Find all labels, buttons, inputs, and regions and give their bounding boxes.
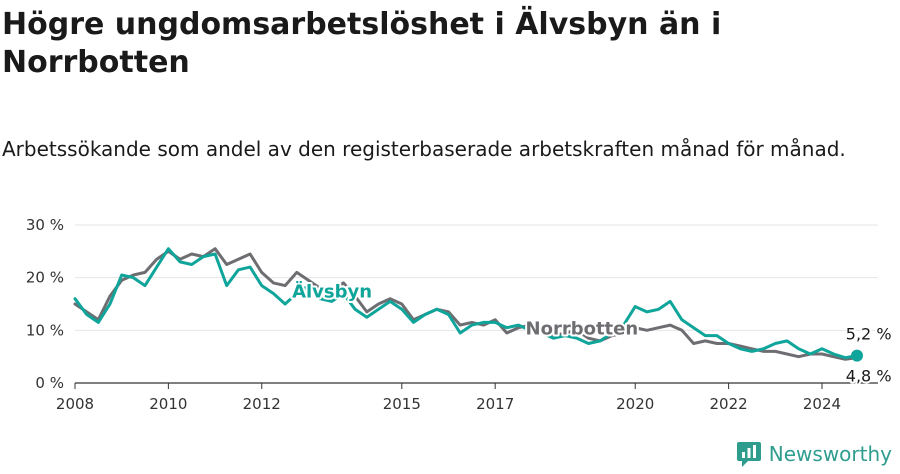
x-tick-label: 2022 xyxy=(710,395,748,413)
y-tick-label: 20 % xyxy=(26,269,64,287)
alvsbyn-end-marker xyxy=(850,349,863,362)
chart-labels: Älvsbyn Norrbotten 5,2 % 4,8 % xyxy=(290,279,893,388)
series-line-alvsbyn xyxy=(73,247,859,360)
series-label-norrbotten: Norrbotten xyxy=(526,319,639,340)
y-tick-label: 0 % xyxy=(35,374,64,392)
newsworthy-brand: Newsworthy xyxy=(736,440,892,468)
chart-title: Högre ungdomsarbetslöshet i Älvsbyn än i… xyxy=(2,7,722,80)
y-tick-label: 30 % xyxy=(26,216,64,234)
chart-subtitle: Arbetssökande som andel av den registerb… xyxy=(2,137,846,161)
x-tick-label: 2010 xyxy=(149,395,187,413)
x-tick-label: 2012 xyxy=(243,395,281,413)
x-tick-label: 2024 xyxy=(803,395,841,413)
chart-lines xyxy=(73,247,863,362)
end-value-alvsbyn: 5,2 % xyxy=(846,325,892,344)
x-axis: 2008 2010 2012 2015 2017 2020 2022 2024 xyxy=(56,382,878,413)
line-chart: 0 % 10 % 20 % 30 % 2008 2010 2012 2015 2017 2020… xyxy=(26,216,894,413)
chart-grid xyxy=(75,224,878,331)
x-tick-label: 2008 xyxy=(56,395,94,413)
x-tick-label: 2015 xyxy=(383,395,421,413)
newsworthy-brand-name: Newsworthy xyxy=(768,442,892,466)
newsworthy-logo-icon xyxy=(736,442,761,467)
end-value-norrbotten: 4,8 % xyxy=(846,367,892,386)
x-tick-label: 2017 xyxy=(476,395,514,413)
y-tick-label: 10 % xyxy=(26,321,64,339)
y-axis: 0 % 10 % 20 % 30 % xyxy=(26,216,64,392)
series-label-alvsbyn: Älvsbyn xyxy=(292,281,372,303)
x-tick-label: 2020 xyxy=(616,395,654,413)
